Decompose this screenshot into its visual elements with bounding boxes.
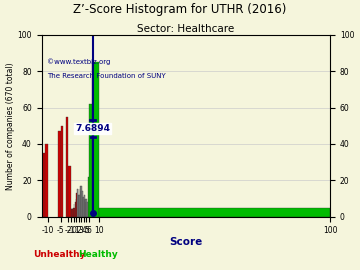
Bar — [78, 195, 79, 217]
Bar — [84, 195, 85, 217]
Text: ©www.textbiz.org: ©www.textbiz.org — [47, 59, 111, 65]
Bar — [91, 62, 99, 217]
Bar — [72, 210, 73, 217]
Bar — [89, 104, 97, 217]
Bar — [45, 144, 48, 217]
Bar — [82, 197, 83, 217]
Bar — [99, 208, 330, 217]
Bar — [79, 190, 80, 217]
Text: Healthy: Healthy — [78, 250, 118, 259]
Bar — [75, 202, 76, 217]
Bar — [83, 197, 84, 217]
Bar — [71, 210, 72, 217]
Text: 7.6894: 7.6894 — [75, 124, 110, 133]
Bar — [87, 202, 88, 217]
Bar — [58, 131, 61, 217]
Text: Z’-Score Histogram for UTHR (2016): Z’-Score Histogram for UTHR (2016) — [73, 3, 287, 16]
Text: Unhealthy: Unhealthy — [33, 250, 86, 259]
Text: The Research Foundation of SUNY: The Research Foundation of SUNY — [47, 73, 166, 79]
Bar — [77, 190, 78, 217]
Bar — [88, 177, 90, 217]
Bar — [85, 198, 86, 217]
Bar — [74, 208, 75, 217]
Bar — [61, 126, 63, 217]
Bar — [76, 193, 77, 217]
Bar — [81, 186, 82, 217]
Bar — [86, 198, 87, 217]
Bar — [80, 186, 81, 217]
Title: Sector: Healthcare: Sector: Healthcare — [137, 24, 234, 34]
Bar — [68, 166, 71, 217]
X-axis label: Score: Score — [169, 237, 203, 247]
Bar — [66, 117, 68, 217]
Y-axis label: Number of companies (670 total): Number of companies (670 total) — [5, 62, 14, 190]
Bar — [43, 153, 45, 217]
Bar — [73, 208, 74, 217]
